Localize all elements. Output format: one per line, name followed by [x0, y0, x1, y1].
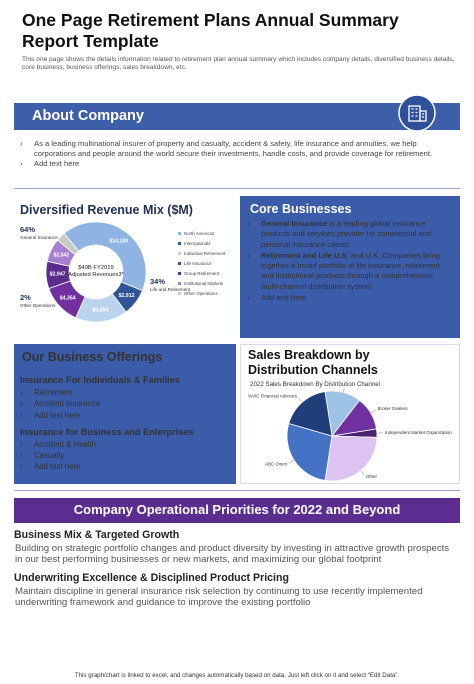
core-heading: Core Businesses [250, 202, 352, 216]
bullet: Add text here [20, 411, 230, 421]
core-text: and U.K. Companies bring together a broa… [261, 250, 440, 291]
legend-swatch [178, 252, 181, 255]
priorities-bar [14, 498, 460, 523]
legend-label: North America2 [184, 231, 215, 236]
group-heading: Insurance for Business and Enterprises [20, 426, 194, 437]
offering-group: Insurance for Business and Enterprises Ac… [20, 427, 230, 473]
annotation-name: Other Operations [20, 303, 56, 308]
annotation-name: General Insurance [20, 235, 58, 240]
group-heading: Insurance For Individuals & Families [20, 375, 180, 385]
legend-label: Other Operations [184, 291, 218, 296]
leader-line [298, 397, 303, 403]
legend-label: Life Insurance [184, 261, 212, 266]
value-label: $2,912 [119, 293, 135, 299]
legend-label: Individual Retirement [184, 251, 226, 256]
bullet: Accident & Health [20, 440, 230, 450]
priorities-body: Business Mix & Targeted Growth Building o… [14, 529, 454, 614]
core-lead: General Insurance [261, 219, 328, 228]
section-text: Building on strategic portfolio changes … [15, 543, 450, 566]
value-label: $2,542 [53, 252, 69, 258]
donut-segment [56, 232, 80, 256]
offerings-body: Insurance For Individuals & Families Reti… [20, 373, 230, 479]
legend-swatch [178, 242, 181, 245]
section-heading: Business Mix & Targeted Growth [14, 529, 180, 541]
offering-group: Insurance For Individuals & Families Reti… [20, 375, 230, 421]
leader-line [370, 409, 377, 414]
annotation-name: Life and Retirement [150, 287, 191, 292]
bullet: Add text here [20, 159, 440, 169]
value-label: $2,947 [50, 272, 66, 278]
slice-label: ABC Direct [265, 462, 288, 467]
title: One Page Retirement Plans Annual Summary… [22, 10, 399, 51]
core-lead: Retirement and Life U.S. [261, 250, 349, 260]
offerings-heading: Our Business Offerings [22, 350, 163, 364]
bullet: Retirement [20, 388, 230, 398]
value-label: $4,354 [60, 295, 76, 301]
chart-subtitle: 2022 Sales Breakdown By Distribution Cha… [250, 381, 381, 388]
about-bar [14, 103, 460, 130]
pie-slice [288, 391, 333, 437]
donut-chart: $14,100 $2,912 $5,654 $4,354 $2,947 $2,542 Nor… [20, 221, 226, 323]
value-label: $14,100 [109, 238, 128, 244]
chart-title: Sales Breakdown by Distribution Channels [248, 348, 378, 377]
core-text: Add text here [261, 293, 307, 303]
priorities-heading: Company Operational Priorities for 2022 … [73, 502, 401, 517]
legend-swatch [178, 282, 181, 285]
section-heading: Underwriting Excellence & Disciplined Pr… [14, 571, 289, 584]
core-item: General Insurance is a leading global in… [247, 219, 452, 250]
bullet: As a leading multinational insurer of pr… [20, 139, 440, 158]
legend-swatch [178, 262, 181, 265]
annotation-percent: 2% [20, 293, 31, 302]
core-list: General Insurance is a leading global in… [247, 219, 452, 304]
slice-label: Independent Market Organization [385, 430, 452, 435]
value-label: $5,654 [92, 308, 108, 314]
divider [14, 490, 460, 491]
legend-label: International2 [184, 241, 211, 246]
pie-slice [286, 422, 333, 481]
legend-label: Group Retirement [184, 271, 220, 276]
bullet: Add text here [20, 462, 230, 472]
leader-line [342, 388, 345, 393]
core-item: Add text here [247, 293, 452, 304]
leader-line [288, 459, 295, 464]
about-list: As a leading multinational insurer of pr… [20, 139, 440, 170]
bullet: Casualty [20, 451, 230, 461]
chart-title: Diversified Revenue Mix ($M) [20, 203, 193, 217]
annotation-percent: 34% [150, 277, 165, 286]
slice-label: VA/IC Financial Advisors [248, 393, 298, 398]
leader-line [360, 470, 365, 476]
legend-swatch [178, 292, 181, 295]
center-label: $49B FY2019 Adjusted Revenues3* [68, 265, 124, 278]
footer: This graph/chart is linked to excel, and… [74, 672, 400, 679]
core-item: Retirement and Life U.S. and U.K. Compan… [247, 251, 452, 292]
slice-label: Other [366, 474, 378, 479]
about-heading: About Company [32, 108, 144, 124]
divider [14, 188, 460, 189]
bullet: Accident Insurance [20, 399, 230, 409]
core-text: is a leading global insurance products a… [261, 219, 432, 249]
legend-swatch [178, 232, 181, 235]
subtitle: This one page shows the details informat… [22, 56, 455, 71]
slice-label: Broker Dealers [378, 406, 409, 411]
section-text: Maintain discipline in general insurance… [15, 585, 423, 608]
legend-swatch [178, 272, 181, 275]
legend-label: Institutional Markets [184, 281, 224, 286]
company-icon [398, 94, 436, 132]
donut-segment [63, 221, 147, 292]
annotation-percent: 64% [20, 225, 35, 234]
